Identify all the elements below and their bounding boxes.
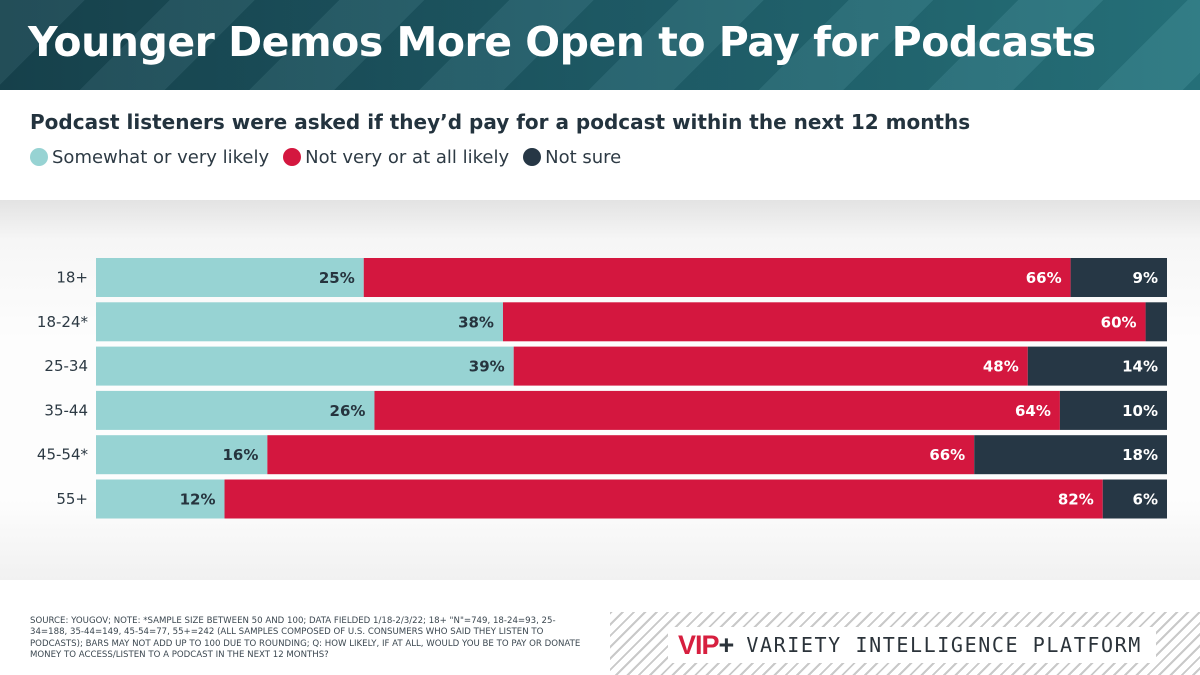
legend-dot-not-sure xyxy=(523,148,542,166)
data-label-likely: 39% xyxy=(469,358,505,376)
chart-subtitle: Podcast listeners were asked if they’d p… xyxy=(30,110,971,134)
data-label-not-sure: 18% xyxy=(1122,446,1158,464)
bar-segment-not-sure xyxy=(1027,346,1167,386)
legend-dot-likely xyxy=(30,148,48,166)
bar-segment-not-likely xyxy=(513,346,1028,386)
legend-dot-not-likely xyxy=(283,148,302,166)
vip-logo: VIP xyxy=(678,629,720,660)
data-label-likely: 12% xyxy=(180,491,216,509)
bar-segment-not-likely xyxy=(374,390,1060,430)
data-label-not-likely: 66% xyxy=(1026,269,1062,287)
legend-item-not-sure: Not sure xyxy=(523,147,621,168)
category-label: 55+ xyxy=(56,490,88,508)
category-label: 25-34 xyxy=(44,357,88,375)
bar-segment-not-likely xyxy=(363,258,1071,297)
bar-segment-likely xyxy=(96,435,268,475)
data-label-not-likely: 48% xyxy=(983,358,1019,376)
legend-label-not-sure: Not sure xyxy=(545,146,622,168)
category-label: 18+ xyxy=(56,269,88,287)
legend-label-not-likely: Not very or at all likely xyxy=(305,146,510,168)
bar-segment-likely xyxy=(96,390,375,430)
stacked-bar-chart: 18+ 25% 66% 9% 18-24* 38% 60% 25-34 39% 48% 14% 35-… xyxy=(37,258,1167,519)
bar-segment-likely xyxy=(96,479,225,519)
brand-name: VARIETY INTELLIGENCE PLATFORM xyxy=(746,633,1142,657)
bar-segment-likely xyxy=(96,258,364,297)
legend-item-not-likely: Not very or at all likely xyxy=(283,147,509,168)
data-label-likely: 16% xyxy=(222,446,258,464)
data-label-not-likely: 66% xyxy=(929,446,965,464)
data-label-not-likely: 64% xyxy=(1015,402,1051,420)
legend-item-likely: Somewhat or very likely xyxy=(30,147,269,168)
data-label-likely: 38% xyxy=(458,313,494,331)
bar-segment-not-likely xyxy=(224,479,1103,519)
vip-plus-icon: + xyxy=(718,629,735,660)
category-label: 18-24* xyxy=(37,313,89,331)
data-label-not-likely: 60% xyxy=(1101,313,1137,331)
data-label-not-sure: 6% xyxy=(1133,491,1158,509)
data-label-likely: 25% xyxy=(319,269,355,287)
legend-label-likely: Somewhat or very likely xyxy=(52,146,270,168)
bar-segment-not-sure xyxy=(1102,479,1167,519)
bar-segment-not-sure xyxy=(1059,390,1167,430)
data-label-likely: 26% xyxy=(330,402,366,420)
data-label-not-sure: 14% xyxy=(1122,358,1158,376)
header-banner: Younger Demos More Open to Pay for Podca… xyxy=(0,0,1200,90)
data-label-not-sure: 9% xyxy=(1133,269,1158,287)
data-label-not-sure: 10% xyxy=(1122,402,1158,420)
chart-legend: Somewhat or very likely Not very or at a… xyxy=(30,144,635,170)
page-title: Younger Demos More Open to Pay for Podca… xyxy=(28,18,1096,66)
data-label-not-likely: 82% xyxy=(1058,491,1094,509)
bar-segment-not-likely xyxy=(502,302,1146,342)
category-label: 45-54* xyxy=(37,446,89,464)
bar-segment-likely xyxy=(96,346,514,386)
bar-segment-not-sure xyxy=(1145,302,1167,342)
brand-logo-block: VIP + VARIETY INTELLIGENCE PLATFORM xyxy=(668,627,1156,663)
bar-segment-likely xyxy=(96,302,503,342)
source-note: Source: YouGov; Note: *Sample size betwe… xyxy=(30,616,581,661)
bar-segment-not-likely xyxy=(267,435,975,475)
bar-segment-not-sure xyxy=(974,435,1167,475)
category-label: 35-44 xyxy=(44,401,88,419)
bar-segment-not-sure xyxy=(1070,258,1167,297)
